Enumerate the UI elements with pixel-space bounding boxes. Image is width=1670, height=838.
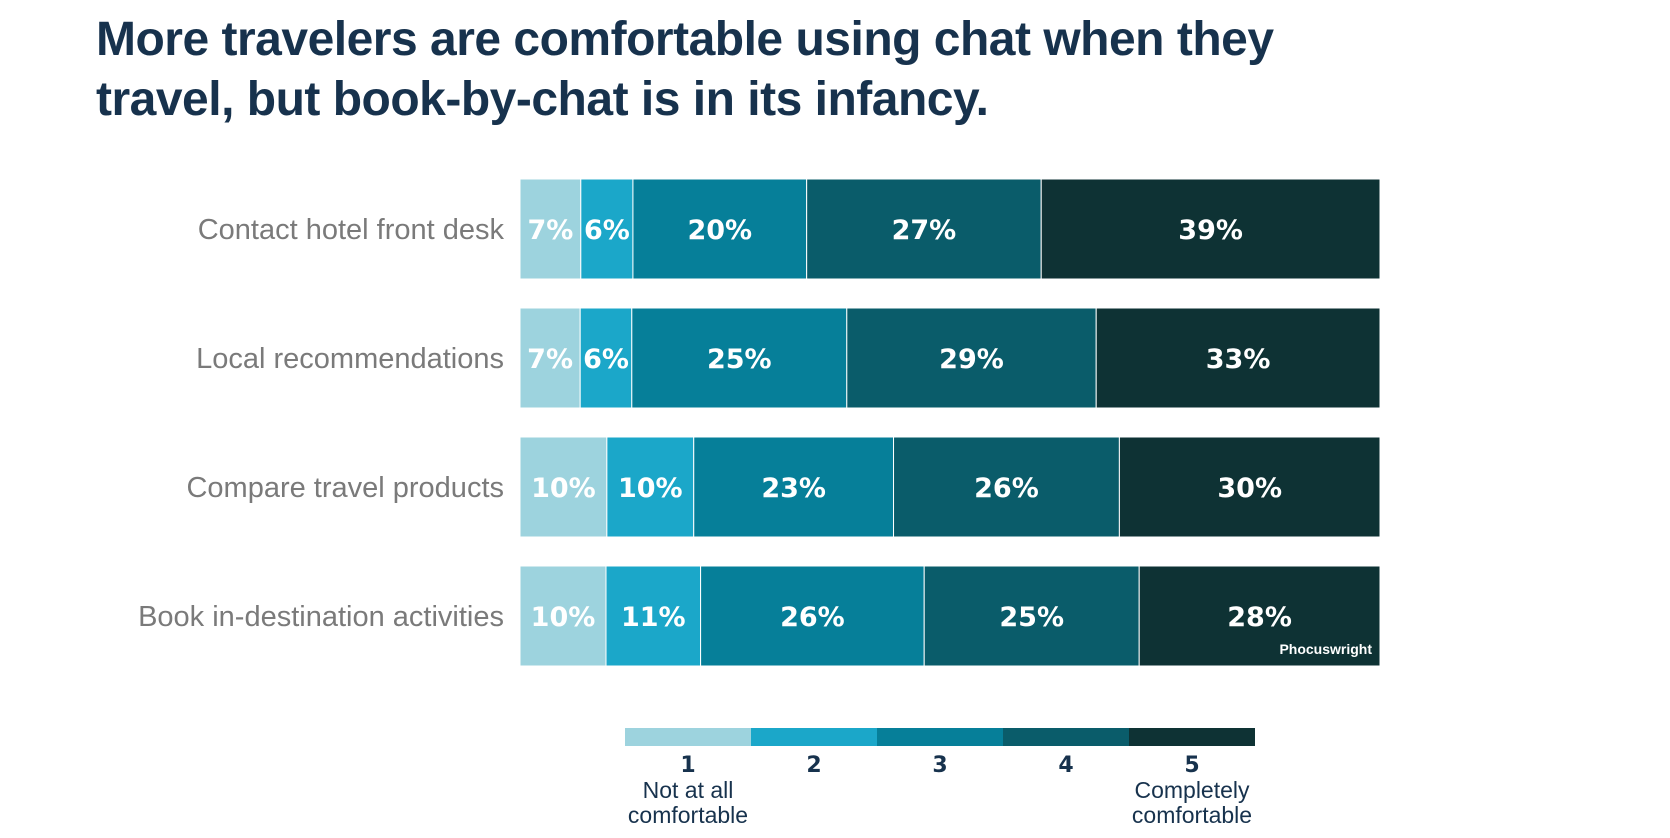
category-label: Compare travel products xyxy=(186,472,504,504)
data-label: 29% xyxy=(939,344,1004,375)
data-label: 11% xyxy=(621,602,686,633)
data-label: 28% xyxy=(1227,602,1292,633)
legend-swatch xyxy=(625,728,751,746)
bar-segment xyxy=(631,307,848,409)
bar-segment xyxy=(846,307,1097,409)
legend-swatch xyxy=(751,728,877,746)
bar-segment xyxy=(632,178,808,280)
legend-label: 5 xyxy=(1184,753,1199,778)
source-logo: Phocuswright xyxy=(1279,641,1372,657)
legend-label: 1 xyxy=(680,753,695,778)
bar-segment xyxy=(1118,436,1381,538)
category-label: Book in-destination activities xyxy=(138,601,504,633)
category-labels: Contact hotel front desk Local recommenda… xyxy=(138,214,504,633)
data-label: 27% xyxy=(892,215,957,246)
category-label: Contact hotel front desk xyxy=(198,214,505,246)
data-label: 25% xyxy=(999,602,1064,633)
legend-label: 3 xyxy=(932,753,947,778)
bar-segment xyxy=(606,436,695,538)
data-label: 30% xyxy=(1217,473,1282,504)
data-label: 10% xyxy=(531,602,596,633)
bar-segment xyxy=(893,436,1120,538)
data-label: 33% xyxy=(1206,344,1271,375)
bar-segment xyxy=(806,178,1042,280)
data-label: 39% xyxy=(1178,215,1243,246)
legend-low-label: comfortable xyxy=(628,802,748,828)
bar-segment xyxy=(519,178,582,280)
bar-segment xyxy=(700,565,925,667)
data-label: 7% xyxy=(527,344,573,375)
data-label: 20% xyxy=(687,215,752,246)
data-label: 7% xyxy=(527,215,573,246)
data-label: 6% xyxy=(584,215,630,246)
legend-swatch xyxy=(1003,728,1129,746)
legend-high-label: comfortable xyxy=(1132,802,1252,828)
data-label: 26% xyxy=(780,602,845,633)
data-label: 25% xyxy=(707,344,772,375)
legend-swatch xyxy=(1129,728,1255,746)
data-label: 10% xyxy=(618,473,683,504)
bar-segment xyxy=(693,436,895,538)
data-label: 23% xyxy=(761,473,826,504)
legend-low-label: Not at all xyxy=(643,777,734,803)
chart-title: More travelers are comfortable using cha… xyxy=(96,13,1274,126)
bar-segment xyxy=(519,307,581,409)
legend-label: 2 xyxy=(806,753,821,778)
data-label: 10% xyxy=(531,473,596,504)
bar-segment xyxy=(1040,178,1381,280)
legend-label: 4 xyxy=(1058,753,1073,778)
legend-swatch xyxy=(877,728,1003,746)
bar-segment xyxy=(1095,307,1381,409)
bar-segment xyxy=(519,436,608,538)
legend-high-label: Completely xyxy=(1134,777,1250,803)
bars: 7% 6% 20% 27% 39% 7% 6% 25% 29% 33% 10% 10% 23% 26% 30… xyxy=(519,178,1381,667)
bar-segment xyxy=(1138,565,1381,667)
bar-segment xyxy=(605,565,702,667)
data-label: 26% xyxy=(974,473,1039,504)
category-label: Local recommendations xyxy=(196,343,504,375)
data-label: 6% xyxy=(583,344,629,375)
bar-segment xyxy=(579,307,633,409)
